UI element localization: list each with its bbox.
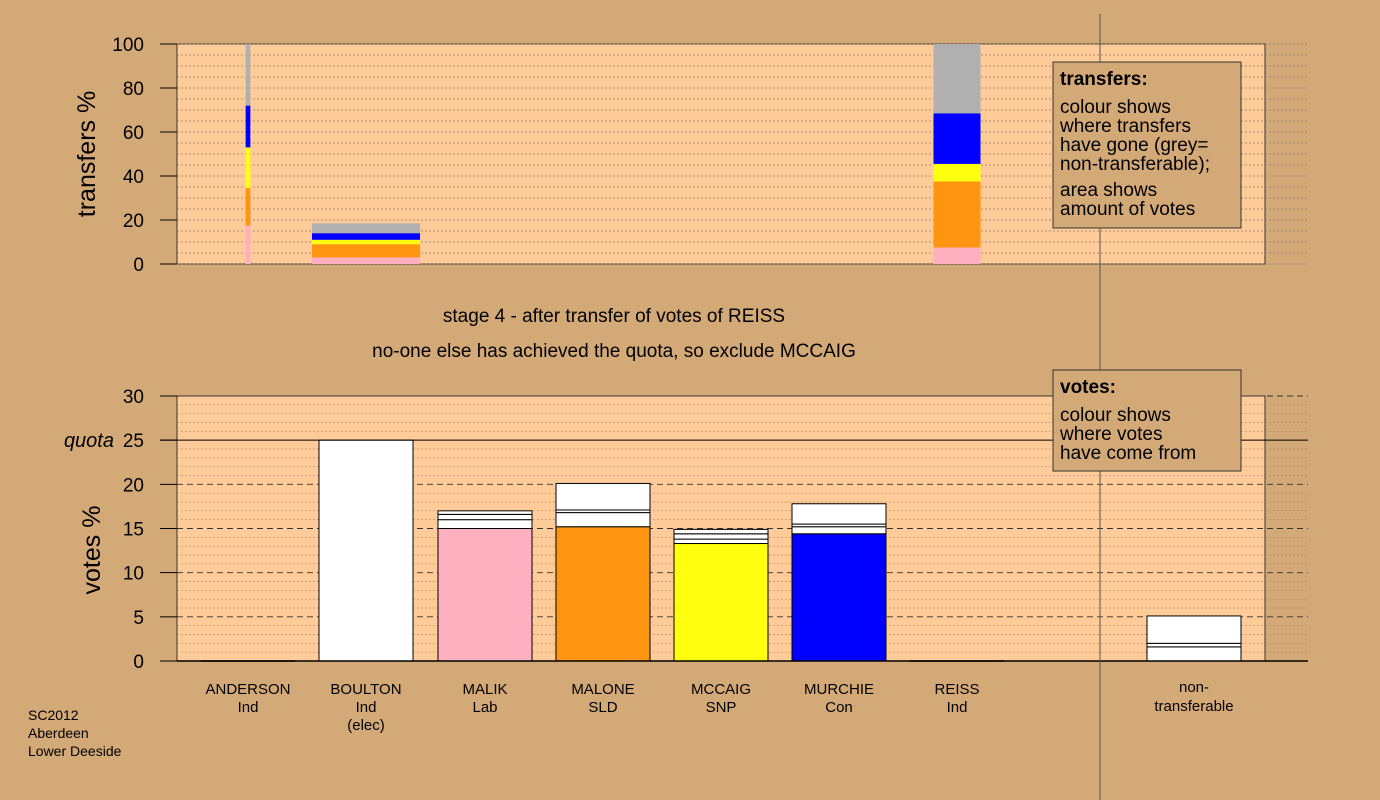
- vote-segment-malik: [437, 513, 533, 521]
- transfers-legend-box: [1052, 61, 1242, 229]
- quota-label: quota: [64, 430, 114, 452]
- transfer-segment-anderson-to-malik: [245, 225, 251, 264]
- vote-segment-murchie: [791, 526, 887, 535]
- candidate-party: SLD: [588, 699, 617, 716]
- vote-segment-nontransferable: [1146, 646, 1242, 662]
- votes-y-ticks: 0 5 10 15 20 25 30: [123, 387, 177, 673]
- stage-title: stage 4 - after transfer of votes of REI…: [443, 306, 785, 327]
- vote-segment-nontransferable: [1146, 642, 1242, 648]
- transfer-segment-reiss-to-murchie: [933, 113, 981, 164]
- votes-tick-label: 15: [123, 520, 144, 541]
- candidate-party: SNP: [706, 699, 737, 716]
- transfers-legend-line: amount of votes: [1060, 199, 1195, 220]
- vote-segment-mccaig: [673, 538, 769, 545]
- nontransferable-label: transferable: [1154, 698, 1233, 715]
- candidate-party: Ind: [947, 699, 968, 716]
- vote-segment-mccaig: [673, 528, 769, 535]
- footer-line: Lower Deeside: [28, 743, 122, 759]
- candidate-name: MALIK: [462, 681, 507, 698]
- vote-segment-malik: [437, 510, 533, 515]
- transfers-legend-line: non-transferable);: [1060, 154, 1210, 175]
- votes-legend-title: votes:: [1060, 377, 1116, 398]
- candidate-name: MCCAIG: [691, 681, 751, 698]
- candidate-name: MALONE: [571, 681, 634, 698]
- transfers-tick-label: 20: [123, 211, 144, 232]
- vote-segment-malone: [555, 526, 651, 662]
- transfer-segment-anderson-to-nontransferable: [245, 44, 251, 106]
- footer-line: Aberdeen: [28, 725, 89, 741]
- vote-segment-murchie: [791, 503, 887, 525]
- transfer-segment-boulton-to-nontransferable: [311, 223, 421, 234]
- transfer-segment-reiss-to-mccaig: [933, 163, 981, 182]
- transfers-legend-line: have gone (grey=: [1060, 135, 1208, 156]
- transfer-segment-boulton-to-mccaig: [311, 239, 421, 245]
- transfer-segment-reiss-to-malone: [933, 181, 981, 248]
- footer-line: SC2012: [28, 707, 79, 723]
- votes-legend: votes: colour shows where votes have com…: [1052, 369, 1242, 472]
- votes-tick-label: 30: [123, 387, 144, 408]
- transfers-legend: transfers: colour shows where transfers …: [1052, 61, 1242, 229]
- transfer-segment-boulton-to-malik: [311, 257, 421, 264]
- vote-segment-mccaig: [673, 533, 769, 540]
- transfers-legend-line: area shows: [1060, 180, 1157, 201]
- transfers-legend-line: where transfers: [1059, 116, 1191, 137]
- votes-tick-label: 0: [133, 652, 144, 673]
- stage-subtitle: no-one else has achieved the quota, so e…: [372, 341, 856, 362]
- candidate-party: Con: [825, 699, 853, 716]
- transfers-y-ticks: 0 20 40 60 80 100: [112, 35, 177, 276]
- candidate-party: Lab: [472, 699, 497, 716]
- vote-segment-malik: [437, 519, 533, 530]
- votes-legend-line: where votes: [1059, 424, 1162, 445]
- transfer-segment-boulton-to-malone: [311, 244, 421, 258]
- candidate-status: (elec): [347, 717, 385, 734]
- votes-tick-label: 20: [123, 475, 144, 496]
- transfers-tick-label: 0: [133, 255, 144, 276]
- vote-segment-mccaig: [673, 543, 769, 662]
- candidate-name: REISS: [934, 681, 979, 698]
- transfers-tick-label: 40: [123, 167, 144, 188]
- vote-segment-murchie: [791, 533, 887, 662]
- candidate-name: ANDERSON: [205, 681, 290, 698]
- transfers-bars: [245, 44, 981, 264]
- candidate-party: Ind: [238, 699, 259, 716]
- transfer-segment-reiss-to-nontransferable: [933, 44, 981, 114]
- nontransferable-label: non-: [1179, 679, 1209, 696]
- candidate-labels: ANDERSONIndBOULTONInd(elec)MALIKLabMALON…: [205, 679, 1233, 734]
- votes-legend-line: have come from: [1060, 443, 1196, 464]
- votes-tick-label: 25: [123, 431, 144, 452]
- votes-legend-box: [1052, 369, 1242, 472]
- votes-legend-line: colour shows: [1060, 405, 1171, 426]
- votes-tick-label: 10: [123, 564, 144, 585]
- transfers-tick-label: 100: [112, 35, 144, 56]
- transfer-segment-anderson-to-murchie: [245, 105, 251, 148]
- vote-segment-boulton: [318, 439, 414, 662]
- vote-segment-nontransferable: [1146, 615, 1242, 644]
- transfers-legend-title: transfers:: [1060, 69, 1148, 90]
- transfer-segment-anderson-to-mccaig: [245, 147, 251, 189]
- candidate-name: BOULTON: [330, 681, 401, 698]
- transfer-segment-anderson-to-malone: [245, 188, 251, 226]
- vote-segment-malik: [437, 528, 533, 662]
- votes-bars: [201, 439, 1242, 662]
- candidate-name: MURCHIE: [804, 681, 874, 698]
- vote-segment-malone: [555, 482, 651, 511]
- transfers-tick-label: 60: [123, 123, 144, 144]
- transfers-legend-line: colour shows: [1060, 97, 1171, 118]
- votes-axis-label: votes %: [78, 506, 106, 595]
- candidate-party: Ind: [356, 699, 377, 716]
- vote-segment-malone: [555, 512, 651, 528]
- transfers-axis-label: transfers %: [73, 91, 101, 217]
- transfer-segment-boulton-to-murchie: [311, 233, 421, 240]
- transfers-tick-label: 80: [123, 79, 144, 100]
- votes-tick-label: 5: [133, 608, 144, 629]
- transfer-segment-reiss-to-malik: [933, 247, 981, 264]
